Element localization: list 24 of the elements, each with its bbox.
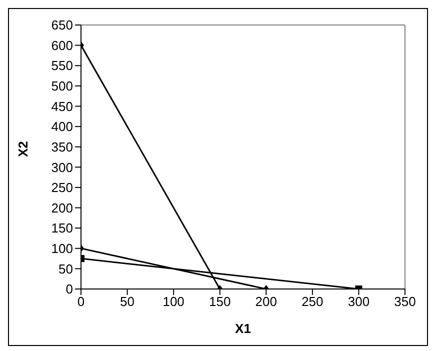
x-tick-label: 0 [77, 294, 85, 310]
x-tick-label: 300 [348, 294, 370, 310]
y-tick-label: 50 [58, 261, 73, 276]
y-axis-title: X2 [16, 141, 31, 157]
y-tick-label: 0 [66, 282, 73, 297]
y-tick-label: 500 [51, 78, 73, 94]
y-tick-label: 250 [51, 180, 73, 196]
y-tick-label: 450 [51, 98, 73, 114]
y-tick-label: 600 [51, 38, 73, 53]
x-tick-label: 50 [120, 294, 135, 310]
y-tick-label: 150 [51, 220, 73, 236]
x-tick-label: 150 [209, 294, 231, 310]
x-axis-title: X1 [235, 321, 251, 336]
y-tick-label: 400 [51, 119, 73, 134]
y-tick-label: 300 [51, 160, 73, 175]
x-tick-label: 200 [255, 294, 277, 310]
y-tick-label: 100 [51, 241, 73, 256]
y-tick-label: 550 [51, 58, 73, 74]
y-tick-label: 350 [51, 139, 73, 154]
y-tick-label: 200 [51, 200, 73, 216]
x-tick-label: 100 [162, 294, 184, 310]
x-tick-label: 350 [394, 294, 416, 310]
y-tick-label: 650 [51, 18, 73, 33]
x-tick-label: 250 [302, 294, 324, 310]
